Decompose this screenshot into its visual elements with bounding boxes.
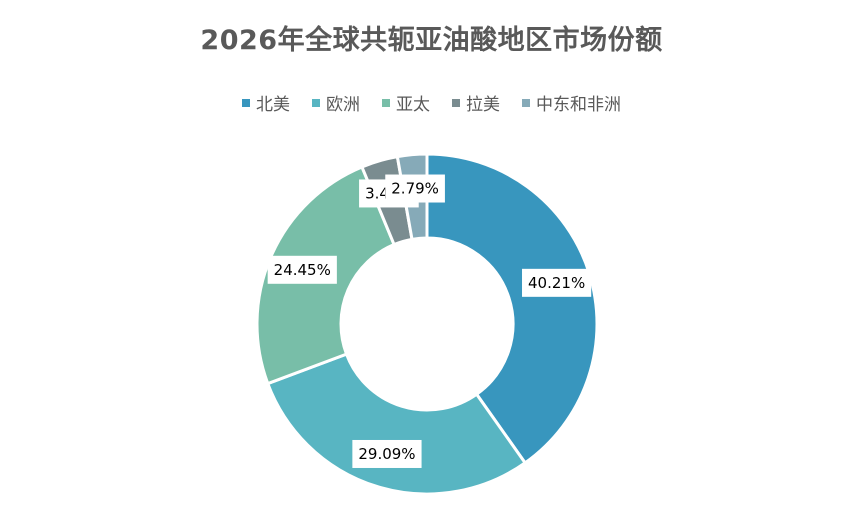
data-label-box [352, 439, 422, 468]
legend-item-north-america: 北美 [242, 90, 290, 115]
data-label: 29.09% [352, 439, 422, 468]
legend-label: 欧洲 [326, 95, 360, 115]
legend-item-europe: 欧洲 [312, 90, 360, 115]
slice-europe [265, 352, 528, 496]
slice-north-america [425, 152, 599, 465]
data-label: 2.79% [385, 174, 445, 203]
labels-layer: 40.21%29.09%24.45%3.46%2.79% [267, 174, 592, 468]
legend-swatch [452, 98, 460, 107]
legend-swatch [312, 98, 320, 107]
data-label-box [385, 174, 445, 203]
data-label-box [267, 255, 337, 284]
data-label-box [522, 268, 592, 297]
legend-label: 中东和非洲 [536, 95, 621, 115]
legend-swatch [242, 98, 250, 107]
data-label-text: 40.21% [528, 274, 585, 292]
data-label: 40.21% [522, 268, 592, 297]
legend-label: 拉美 [466, 95, 500, 115]
legend-item-latin-america: 拉美 [452, 90, 500, 115]
legend-item-asia-pacific: 亚太 [382, 90, 430, 115]
data-label-text: 24.45% [274, 261, 331, 279]
chart-legend: 北美 欧洲 亚太 拉美 中东和非洲 [0, 90, 863, 115]
legend-swatch [382, 98, 390, 107]
data-label-text: 2.79% [391, 180, 439, 198]
legend-label: 亚太 [396, 95, 430, 115]
data-label: 24.45% [267, 255, 337, 284]
data-label-text: 29.09% [358, 445, 415, 463]
slices-layer [255, 152, 599, 496]
chart-title: 2026年全球共轭亚油酸地区市场份额 [200, 25, 663, 56]
legend-swatch [522, 98, 530, 107]
legend-item-middle-east-africa: 中东和非洲 [522, 90, 621, 115]
legend-label: 北美 [256, 95, 290, 115]
